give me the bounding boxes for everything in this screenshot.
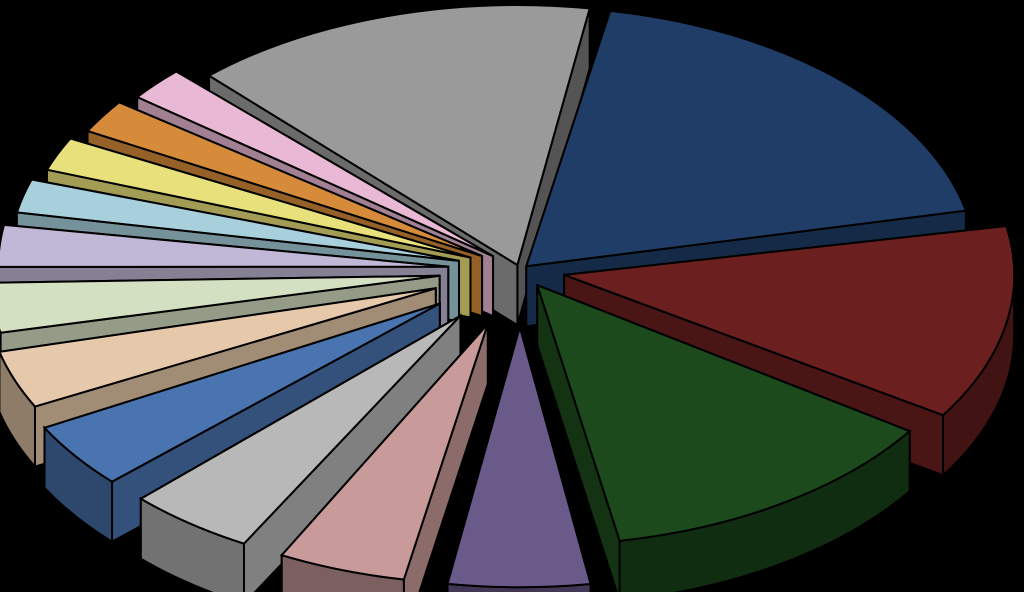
pie-3d-svg [0,0,1024,592]
pie-3d-chart [0,0,1024,592]
